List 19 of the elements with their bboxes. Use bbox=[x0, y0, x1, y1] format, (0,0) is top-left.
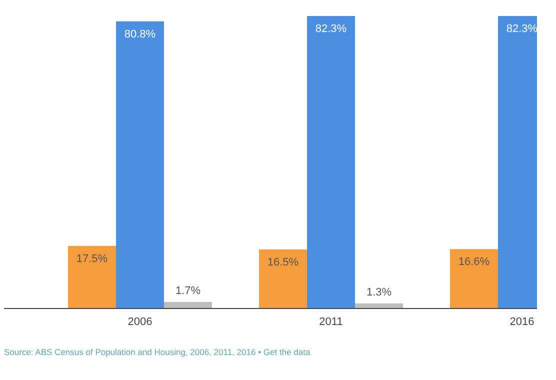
source-note: Source: ABS Census of Population and Housing, 2006, 2011, 2016 • Get the data bbox=[4, 347, 310, 357]
data-label: 1.7% bbox=[175, 284, 201, 297]
data-label: 80.8% bbox=[124, 28, 156, 40]
data-label: 16.5% bbox=[267, 256, 299, 268]
data-label: 17.5% bbox=[76, 252, 108, 265]
bar bbox=[259, 249, 307, 308]
bar bbox=[164, 302, 212, 308]
data-label: 82.3% bbox=[506, 23, 538, 35]
bar bbox=[355, 303, 403, 308]
data-label: 82.3% bbox=[315, 23, 347, 35]
bar bbox=[116, 21, 164, 308]
x-tick-label: 2011 bbox=[319, 316, 343, 328]
data-label: 16.6% bbox=[458, 256, 490, 268]
bar bbox=[307, 16, 355, 308]
x-tick-label: 2006 bbox=[128, 316, 152, 328]
bar bbox=[68, 246, 116, 308]
bar bbox=[450, 249, 498, 308]
data-label: 1.3% bbox=[366, 286, 392, 298]
x-tick-label: 2016 bbox=[510, 316, 534, 328]
